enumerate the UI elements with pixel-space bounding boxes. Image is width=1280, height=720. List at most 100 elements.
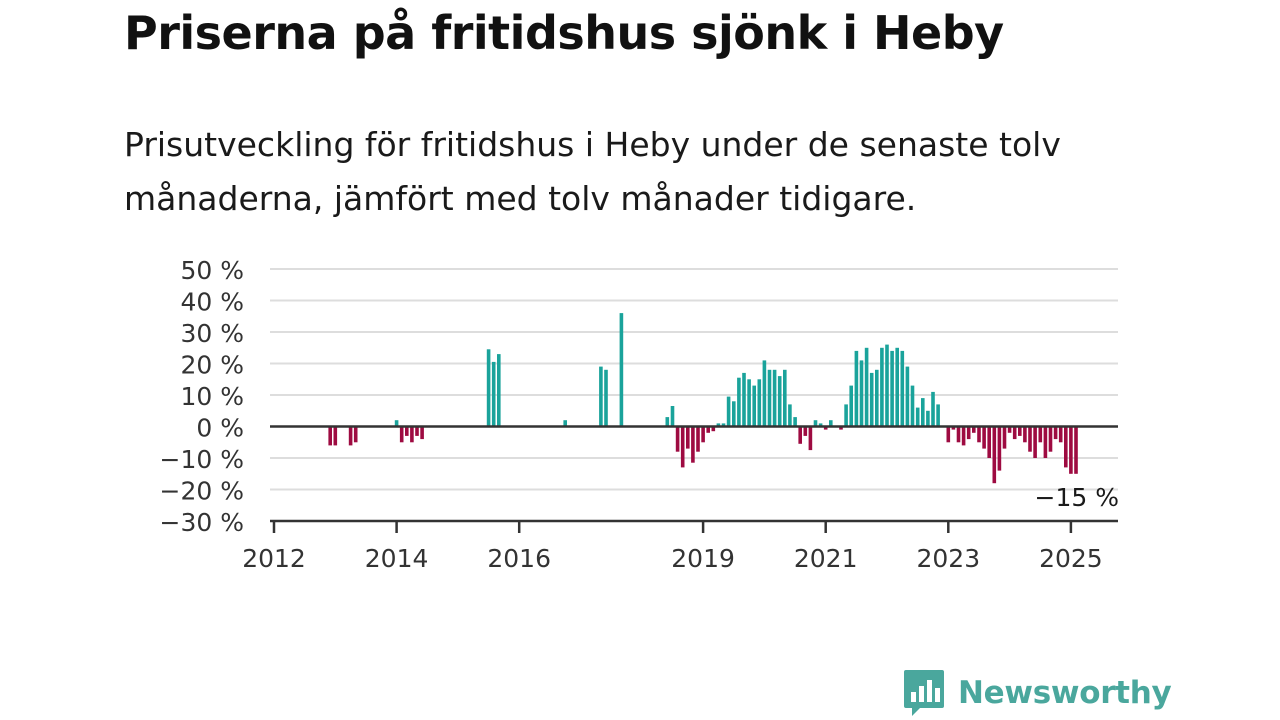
bar [1023, 426, 1027, 443]
bar [701, 426, 705, 443]
bar [864, 347, 869, 427]
last-value-label: −15 % [1035, 483, 1119, 512]
bar [875, 369, 879, 427]
bar [665, 417, 670, 427]
gridlines [270, 268, 1118, 522]
bar [951, 426, 956, 430]
brand-logo: Newsworthy [902, 668, 1172, 718]
bar [767, 369, 772, 427]
bar [415, 426, 419, 436]
bar [880, 347, 884, 427]
bar [1064, 426, 1068, 468]
bar [915, 407, 920, 427]
bar [410, 426, 414, 443]
bar [931, 391, 935, 427]
bar [813, 420, 818, 427]
bar [696, 426, 700, 452]
bar [829, 420, 833, 427]
y-tick-label: 10 % [180, 382, 244, 411]
bar [859, 360, 864, 427]
bar [680, 426, 685, 468]
bar [491, 361, 496, 427]
bar [1018, 426, 1022, 436]
bar [747, 379, 751, 427]
bar [675, 426, 680, 452]
bar [762, 360, 767, 427]
bar [721, 423, 726, 427]
x-tick-label: 2016 [487, 544, 551, 573]
bar [788, 404, 792, 427]
bar [793, 417, 797, 427]
bar [1012, 426, 1017, 440]
bar [333, 426, 338, 446]
bar [1074, 426, 1078, 474]
newsworthy-logo-icon [904, 670, 944, 716]
bar [1043, 426, 1048, 458]
bar [691, 426, 695, 463]
x-tick-label: 2012 [242, 544, 306, 573]
bar [900, 350, 905, 427]
bar [997, 426, 1002, 471]
bar [844, 404, 848, 427]
x-tick-label: 2023 [916, 544, 980, 573]
bar [992, 426, 997, 484]
bar [1048, 426, 1053, 452]
bar [486, 349, 491, 427]
bar [982, 426, 986, 449]
bar [921, 398, 925, 427]
bar [823, 426, 828, 430]
y-tick-label: 20 % [180, 351, 244, 380]
bar [619, 313, 624, 427]
bar [803, 426, 808, 436]
chart-subtitle: Prisutveckling för fritidshus i Heby und… [124, 125, 1061, 218]
bar [777, 376, 782, 427]
bar [1038, 426, 1043, 443]
bar [818, 423, 823, 427]
bar [1007, 426, 1012, 433]
x-tick-label: 2014 [365, 544, 429, 573]
bar [946, 426, 951, 443]
y-tick-label: 40 % [180, 288, 244, 317]
x-tick-label: 2025 [1039, 544, 1103, 573]
labels: 50 % 40 %30 % 20 %10 % 0 %−10 % −20 %−30 % 20… [160, 256, 1119, 573]
bar [732, 401, 736, 427]
bar [987, 426, 991, 458]
x-tick-label: 2021 [794, 544, 858, 573]
bar [742, 372, 746, 427]
bar [706, 426, 710, 433]
bars [328, 313, 1078, 484]
bar [757, 379, 762, 427]
bar [405, 426, 409, 436]
bar [1028, 426, 1032, 452]
bar [752, 385, 756, 427]
bar [497, 354, 501, 427]
bar [885, 344, 889, 427]
bar [348, 426, 353, 446]
bar [956, 426, 961, 443]
brand-name: Newsworthy [958, 675, 1172, 711]
bar [726, 396, 731, 427]
bar [716, 423, 721, 427]
bar [1002, 426, 1007, 449]
bar [604, 369, 608, 427]
y-tick-label: −20 % [160, 477, 244, 506]
bar [353, 426, 358, 443]
bar [869, 372, 874, 427]
bar [966, 426, 971, 440]
bar [394, 420, 399, 427]
y-tick-label: 30 % [180, 319, 244, 348]
y-tick-label: −30 % [160, 508, 244, 537]
bar [798, 426, 802, 444]
bar [772, 369, 777, 427]
bar [563, 420, 567, 427]
bar [839, 426, 843, 430]
bar [1058, 426, 1063, 443]
bar [972, 426, 976, 433]
y-tick-label: 50 % [180, 256, 244, 285]
axes [270, 425, 1118, 533]
bar [890, 350, 894, 427]
bar [599, 366, 603, 427]
bar [1053, 426, 1058, 440]
bar [977, 426, 981, 443]
